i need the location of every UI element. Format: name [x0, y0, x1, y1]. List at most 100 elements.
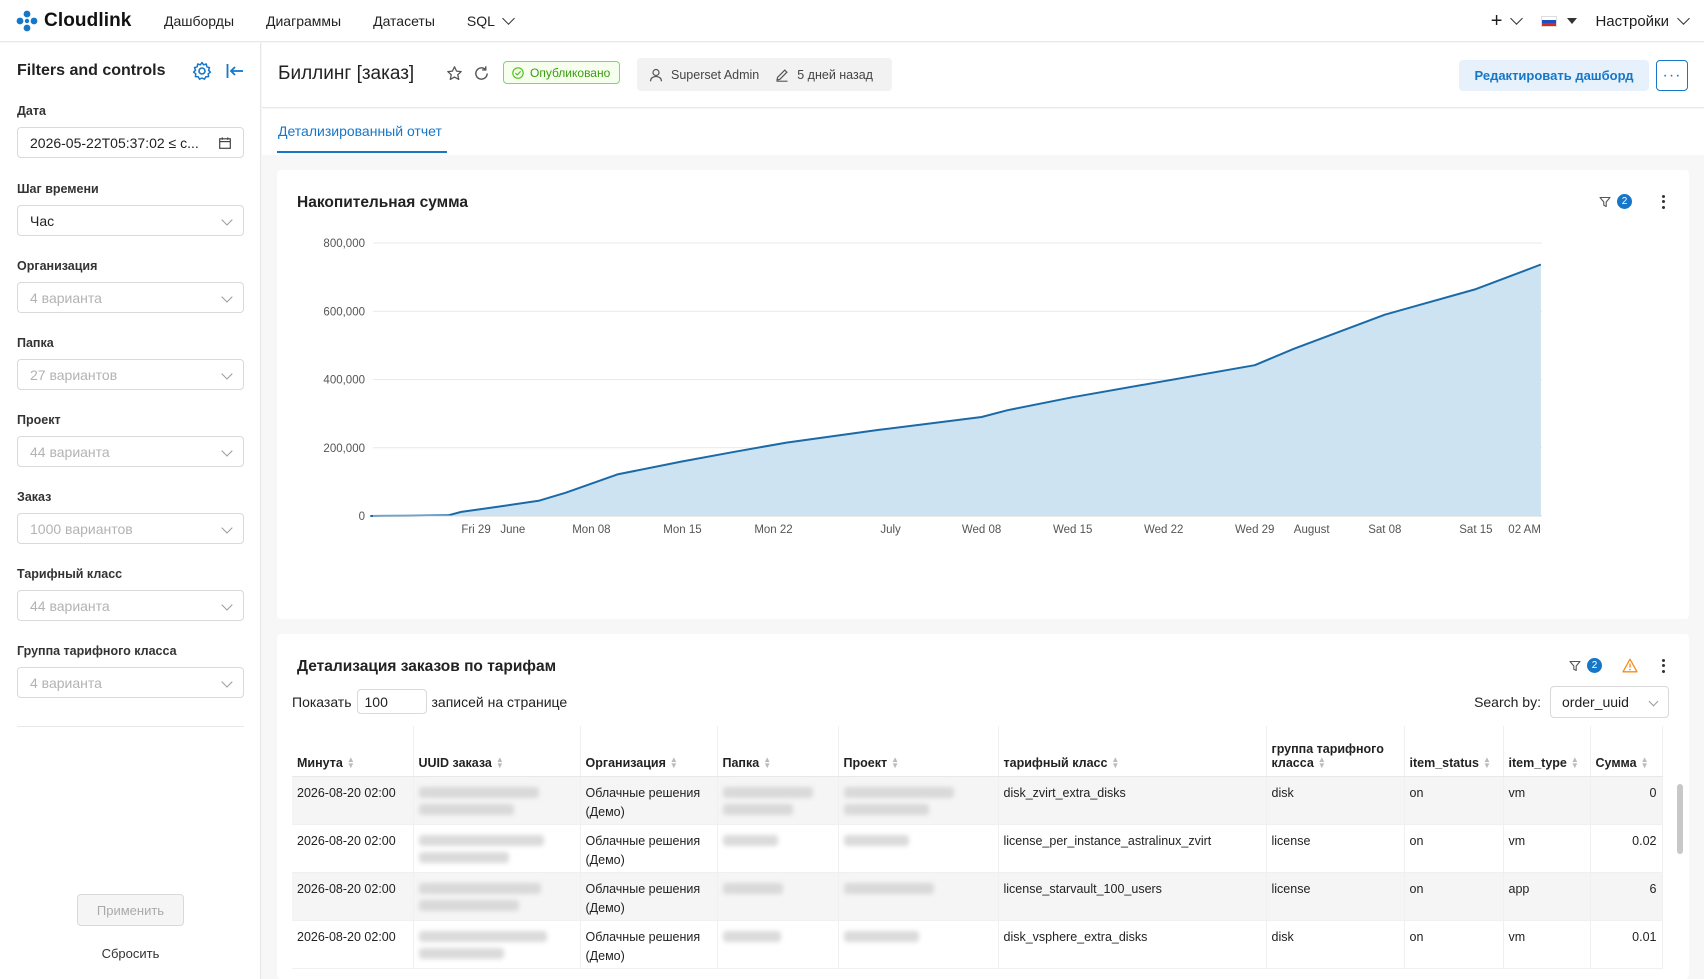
refresh-icon[interactable]: [473, 65, 490, 82]
chevron-down-icon[interactable]: [1677, 12, 1690, 25]
x-tick-label: Mon 22: [754, 524, 792, 536]
cloudlink-logo-icon: [16, 10, 38, 31]
tariff-class-select[interactable]: 44 варианта: [17, 590, 244, 621]
language-caret-icon[interactable]: [1567, 18, 1578, 24]
time-grain-select[interactable]: Час: [17, 205, 244, 236]
column-header-tariff-group[interactable]: группа тарифного класса ▲ ▼: [1266, 726, 1405, 777]
column-header-project[interactable]: Проект ▲ ▼: [838, 726, 999, 777]
column-header-item-type[interactable]: item_type ▲ ▼: [1503, 726, 1591, 777]
table-row[interactable]: 2026-08-20 02:00 Облачные решения (Демо)…: [292, 920, 1663, 969]
column-header-order-uuid[interactable]: UUID заказа ▲ ▼: [413, 726, 581, 777]
gear-icon[interactable]: [192, 61, 212, 81]
filter-label-date: Дата: [17, 104, 46, 118]
dashboard-title[interactable]: Биллинг [заказ]: [278, 63, 415, 84]
x-tick-label: Sat 08: [1368, 524, 1401, 536]
table-row[interactable]: 2026-08-20 02:00 Облачные решения (Демо)…: [292, 776, 1663, 825]
nav-charts[interactable]: Диаграммы: [266, 13, 341, 29]
sidebar-divider: [17, 726, 244, 727]
y-tick-label: 200,000: [323, 443, 365, 455]
series-line[interactable]: [370, 263, 1542, 517]
filter-label-organization: Организация: [17, 259, 98, 273]
nav-datasets[interactable]: Датасеты: [373, 13, 435, 29]
cell-project-redacted: [838, 824, 999, 873]
column-header-label: группа тарифного класса: [1271, 741, 1384, 770]
y-tick-label: 0: [359, 511, 365, 523]
x-tick-label: Wed 22: [1144, 524, 1183, 536]
warning-icon[interactable]: [1622, 658, 1638, 673]
column-header-item-status[interactable]: item_status ▲ ▼: [1404, 726, 1504, 777]
page-size-input[interactable]: 100: [356, 689, 427, 714]
chart-menu-icon[interactable]: [1658, 194, 1669, 209]
nav-charts-label: Диаграммы: [266, 12, 342, 29]
sort-icon: ▲ ▼: [1317, 755, 1326, 771]
dashboard-tabs: Детализированный отчет: [262, 109, 1704, 155]
cell-item-type: app: [1503, 872, 1591, 921]
applied-filters-count[interactable]: 2: [1587, 658, 1602, 673]
edit-dashboard-button[interactable]: Редактировать дашборд: [1459, 60, 1649, 91]
column-header-organization[interactable]: Организация ▲ ▼: [580, 726, 718, 777]
filter-icon[interactable]: [1599, 196, 1611, 208]
cell-tariff-group: disk: [1266, 920, 1405, 969]
project-select[interactable]: 44 варианта: [17, 436, 244, 467]
chevron-down-icon[interactable]: [1510, 12, 1524, 25]
published-status-badge[interactable]: Опубликовано: [503, 61, 621, 84]
table-menu-icon[interactable]: [1658, 658, 1669, 673]
brand-logo[interactable]: Cloudlink: [16, 10, 164, 32]
show-label: Показать: [292, 693, 352, 710]
sort-icon: ▲ ▼: [763, 755, 772, 771]
order-select[interactable]: 1000 вариантов: [17, 513, 244, 544]
page-size-control: Показать 100 записей на странице: [292, 689, 567, 714]
more-options-button[interactable]: ···: [1656, 60, 1688, 91]
check-circle-icon: [512, 66, 524, 79]
column-header-label: Папка: [722, 755, 760, 770]
y-tick-label: 600,000: [323, 306, 365, 318]
x-tick-label: August: [1294, 524, 1331, 536]
cell-sum: 0.02: [1590, 824, 1663, 873]
top-navbar: Cloudlink Дашборды Диаграммы Датасеты SQ…: [0, 0, 1704, 42]
column-header-tariff-class[interactable]: тарифный класс ▲ ▼: [998, 726, 1267, 777]
table-row[interactable]: 2026-08-20 02:00 Облачные решения (Демо)…: [292, 824, 1663, 873]
time-grain-value: Час: [30, 212, 55, 229]
cell-item-type: vm: [1503, 920, 1591, 969]
column-header-label: Минута: [297, 755, 343, 770]
tab-detailed-report[interactable]: Детализированный отчет: [278, 123, 442, 139]
table-panel-tools: 2: [1569, 658, 1669, 673]
tariff-group-placeholder: 4 варианта: [30, 674, 102, 691]
chevron-down-icon: [221, 291, 233, 303]
apply-filters-button[interactable]: Применить: [77, 894, 184, 926]
table-row[interactable]: 2026-08-20 02:00 Облачные решения (Демо)…: [292, 872, 1663, 921]
column-header-folder[interactable]: Папка ▲ ▼: [717, 726, 839, 777]
column-header-label: Организация: [585, 755, 666, 770]
chevron-down-icon: [221, 522, 233, 534]
date-filter-input[interactable]: 2026-05-22T05:37:02 ≤ c...: [17, 127, 244, 158]
table-header-row: Минута ▲ ▼ UUID заказа ▲ ▼ Организация ▲ ▼ Пап…: [292, 726, 1663, 777]
collapse-sidebar-icon[interactable]: [226, 63, 244, 79]
table-scrollbar[interactable]: [1677, 784, 1683, 854]
organization-select[interactable]: 4 варианта: [17, 282, 244, 313]
applied-filters-count[interactable]: 2: [1617, 194, 1632, 209]
nav-sql[interactable]: SQL: [467, 11, 515, 29]
cell-item-status: on: [1404, 776, 1504, 825]
plus-icon[interactable]: +: [1490, 9, 1503, 32]
per-page-label: записей на странице: [431, 693, 568, 710]
cell-minute: 2026-08-20 02:00: [292, 920, 414, 969]
owner-name: Superset Admin: [671, 67, 760, 82]
settings-menu[interactable]: Настройки: [1595, 12, 1669, 30]
star-icon[interactable]: [446, 65, 463, 82]
filter-icon[interactable]: [1569, 660, 1581, 672]
sidebar-title: Filters and controls: [17, 62, 166, 79]
nav-dashboards[interactable]: Дашборды: [164, 13, 234, 29]
tariff-group-select[interactable]: 4 варианта: [17, 667, 244, 698]
folder-select[interactable]: 27 вариантов: [17, 359, 244, 390]
cell-project-redacted: [838, 920, 999, 969]
russian-flag-icon[interactable]: [1541, 15, 1558, 27]
cell-organization: Облачные решения (Демо): [580, 824, 718, 873]
chevron-down-icon: [1648, 696, 1659, 707]
column-header-minute[interactable]: Минута ▲ ▼: [292, 726, 414, 777]
reset-filters-button[interactable]: Сбросить: [101, 946, 160, 961]
x-tick-label: Mon 08: [572, 524, 610, 536]
column-header-sum[interactable]: Сумма ▲ ▼: [1590, 726, 1663, 777]
sort-icon: ▲ ▼: [1570, 755, 1579, 771]
dashboard-header: Биллинг [заказ] Опубликовано Superset Ad…: [262, 43, 1704, 108]
search-by-select[interactable]: order_uuid: [1550, 686, 1669, 718]
